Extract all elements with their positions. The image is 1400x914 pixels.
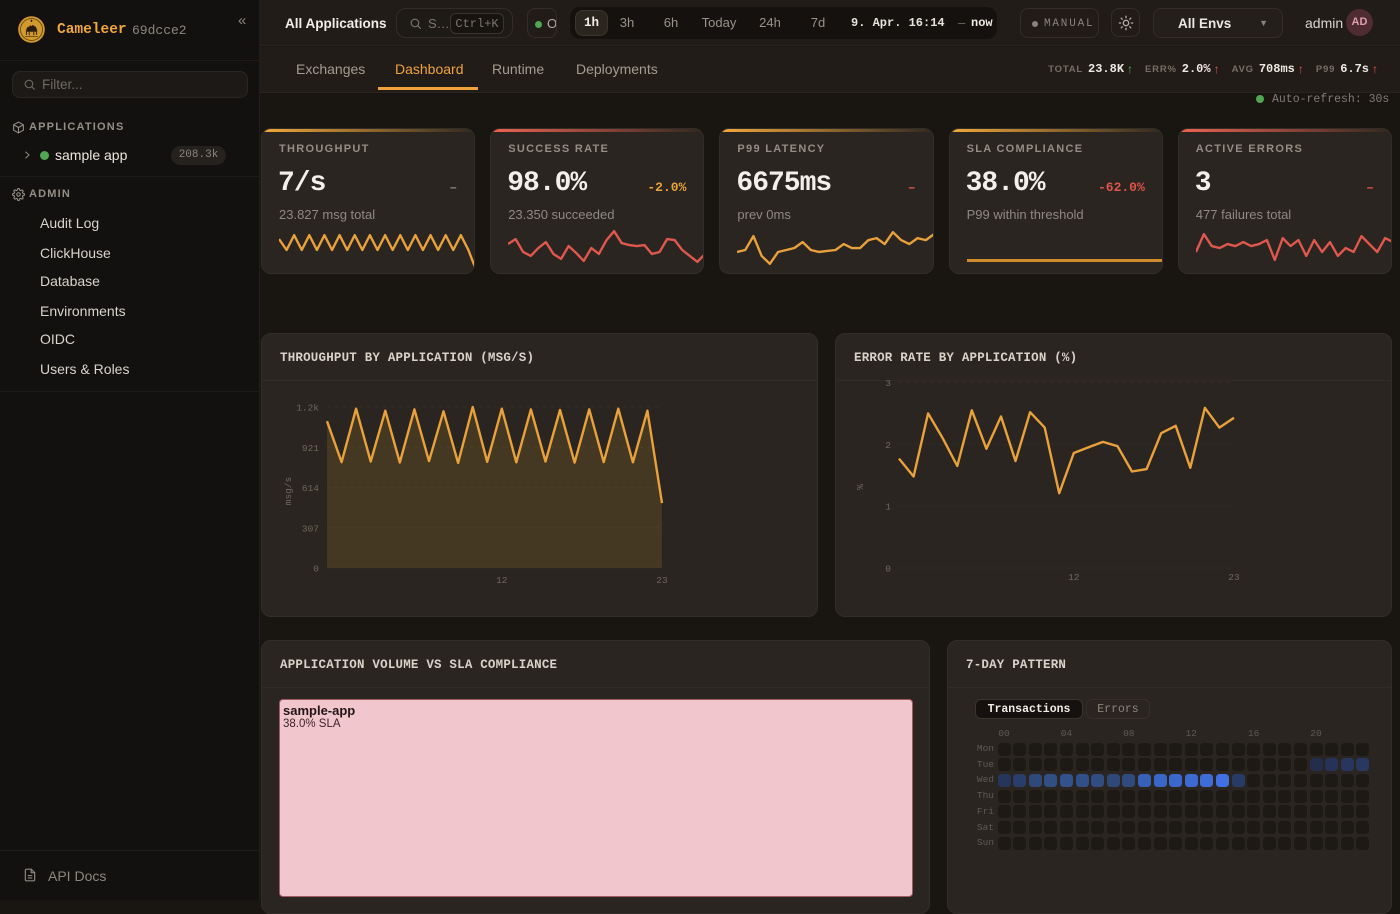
svg-text:1.2k: 1.2k [296,403,319,414]
svg-text:12: 12 [496,575,508,586]
svg-text:614: 614 [302,483,319,494]
svg-text:0: 0 [885,564,891,575]
svg-text:%: % [855,484,866,490]
svg-text:23: 23 [656,575,668,586]
svg-text:0: 0 [313,564,319,575]
svg-text:23: 23 [1228,572,1240,583]
svg-text:921: 921 [302,443,319,454]
svg-text:12: 12 [1068,572,1080,583]
svg-text:1: 1 [885,502,891,513]
svg-text:msg/s: msg/s [283,477,294,506]
svg-text:2: 2 [885,440,891,451]
svg-text:3: 3 [885,378,891,389]
svg-text:307: 307 [302,523,319,534]
